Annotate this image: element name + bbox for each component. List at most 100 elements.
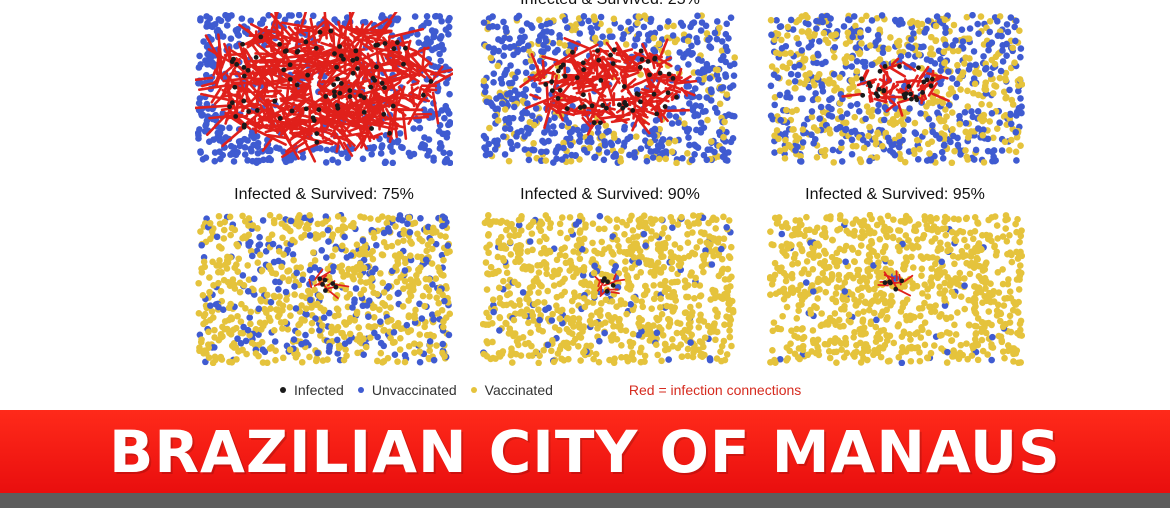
population-dot: [265, 262, 273, 270]
population-dot: [330, 263, 337, 270]
population-dot: [941, 141, 948, 149]
population-dot: [684, 293, 692, 301]
population-dot: [444, 121, 452, 129]
infected-dot: [605, 279, 610, 285]
population-dot: [206, 274, 213, 281]
population-dot: [423, 331, 431, 339]
population-dot: [970, 156, 978, 163]
population-dot: [357, 213, 364, 220]
population-dot: [884, 134, 892, 142]
population-dot: [219, 33, 227, 40]
infected-dot: [350, 70, 356, 76]
population-dot: [772, 49, 780, 57]
population-dot: [835, 271, 843, 279]
connection-line: [602, 102, 616, 117]
population-dot: [651, 125, 659, 133]
population-dot: [425, 286, 433, 294]
population-dot: [425, 355, 433, 363]
population-dot: [542, 306, 549, 313]
population-dot: [569, 318, 577, 326]
infected-dot: [622, 100, 628, 106]
population-dot: [848, 63, 856, 70]
population-dot: [966, 55, 973, 62]
population-dot: [444, 107, 452, 115]
population-dot: [198, 241, 205, 249]
population-dot: [235, 255, 243, 263]
population-dot: [483, 286, 491, 293]
population-dot: [687, 339, 694, 346]
population-dot: [486, 150, 494, 158]
population-dot: [230, 281, 238, 289]
population-dot: [810, 32, 818, 39]
connection-line: [536, 65, 540, 76]
population-dot: [205, 344, 212, 352]
population-dots: [767, 212, 1025, 366]
infected-dot: [234, 61, 240, 67]
population-dot: [831, 43, 839, 51]
connection-line: [269, 73, 275, 85]
population-dot: [289, 251, 297, 258]
population-dot: [550, 282, 558, 289]
infected-dot: [580, 60, 586, 66]
population-dot: [768, 63, 776, 70]
population-dot: [287, 217, 295, 225]
population-dot: [341, 319, 348, 326]
population-dot: [949, 126, 956, 133]
population-dot: [440, 149, 447, 157]
population-dot: [588, 29, 596, 36]
population-dot: [700, 318, 708, 325]
population-dot: [515, 221, 523, 229]
population-dot: [721, 118, 728, 126]
population-dot: [937, 80, 944, 88]
population-dot: [411, 340, 418, 347]
population-dot: [673, 329, 681, 337]
population-dot: [654, 351, 661, 359]
population-dot: [1012, 128, 1020, 136]
population-dot: [578, 246, 586, 253]
population-dot: [599, 133, 606, 140]
population-dot: [783, 106, 790, 114]
population-dot: [344, 154, 351, 162]
population-dot: [853, 68, 861, 75]
population-dot: [510, 226, 518, 234]
population-dot: [252, 350, 260, 357]
population-dot: [709, 216, 716, 224]
infected-dot: [564, 106, 570, 111]
infected-dot: [313, 45, 319, 51]
population-dot: [234, 312, 241, 320]
population-dot: [565, 355, 572, 363]
population-dot: [976, 115, 984, 122]
population-dot: [635, 254, 643, 262]
infected-dot: [582, 104, 587, 109]
population-dot: [310, 249, 317, 256]
population-dot: [560, 139, 567, 147]
population-dot: [391, 351, 399, 359]
population-dot: [608, 141, 616, 149]
population-dot: [689, 212, 697, 219]
population-dot: [425, 147, 433, 155]
population-dot: [925, 99, 933, 107]
population-dot: [324, 265, 332, 273]
connection-line: [332, 129, 346, 150]
population-dot: [811, 81, 818, 89]
infected-dot: [272, 98, 278, 104]
connection-line: [246, 28, 259, 42]
population-dot: [227, 150, 235, 158]
population-dot: [352, 285, 360, 292]
population-dot: [215, 279, 222, 287]
population-dot: [407, 276, 414, 283]
population-dot: [224, 12, 232, 20]
infected-dot: [638, 99, 643, 105]
population-dot: [483, 98, 491, 106]
population-dot: [907, 36, 915, 43]
population-dot: [820, 29, 828, 37]
population-dot: [636, 348, 644, 356]
population-dot: [244, 157, 251, 164]
population-dot: [941, 279, 949, 287]
connection-line: [281, 140, 308, 159]
population-dot: [561, 16, 569, 24]
connection-line: [342, 12, 355, 36]
infected-dot: [245, 67, 251, 73]
population-dot: [818, 81, 825, 88]
population-dot: [353, 241, 361, 249]
